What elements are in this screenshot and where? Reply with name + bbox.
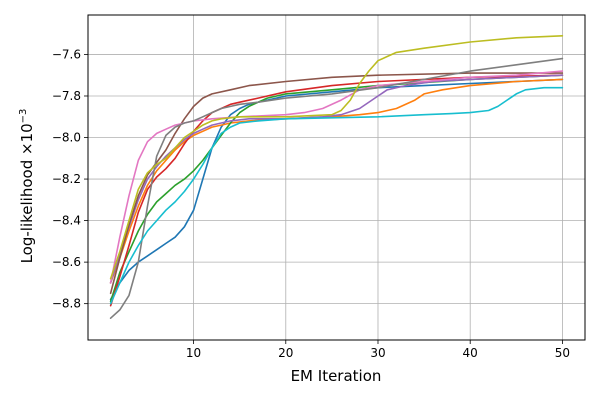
- x-tick-label: 40: [463, 346, 478, 360]
- grid-lines: [88, 15, 585, 340]
- y-tick-label: −8.6: [52, 255, 81, 269]
- series-line-9: [109, 34, 564, 280]
- series-line-2: [109, 78, 564, 284]
- series-line-6: [109, 72, 564, 295]
- y-axis-title-text: Log-likelihood ×10: [18, 123, 36, 263]
- x-axis-title: EM Iteration: [291, 367, 382, 385]
- series-line-1: [109, 78, 564, 301]
- series-line-8: [109, 57, 564, 320]
- series-line-5: [109, 74, 564, 284]
- y-tick-label: −7.6: [52, 47, 81, 61]
- y-tick-label: −8.4: [52, 214, 81, 228]
- x-tick-label: 10: [186, 346, 201, 360]
- series-line-4: [109, 74, 564, 307]
- x-tick-label: 50: [555, 346, 570, 360]
- series-line-10: [109, 86, 564, 305]
- x-tick-label: 20: [278, 346, 293, 360]
- y-tick-label: −8.8: [52, 297, 81, 311]
- y-tick-label: −7.8: [52, 89, 81, 103]
- plot-frame: [87, 14, 586, 341]
- x-axis-ticks: 10 20 30 40 50: [186, 340, 570, 360]
- y-axis-ticks: −8.8 −8.6 −8.4 −8.2 −8.0 −7.8 −7.6: [52, 47, 88, 311]
- series-lines: [109, 34, 564, 320]
- y-axis-title-exponent: −3: [18, 109, 29, 124]
- y-tick-label: −8.2: [52, 172, 81, 186]
- x-tick-label: 30: [370, 346, 385, 360]
- y-tick-label: −8.0: [52, 131, 81, 145]
- y-axis-title: Log-likelihood ×10−3: [18, 109, 36, 264]
